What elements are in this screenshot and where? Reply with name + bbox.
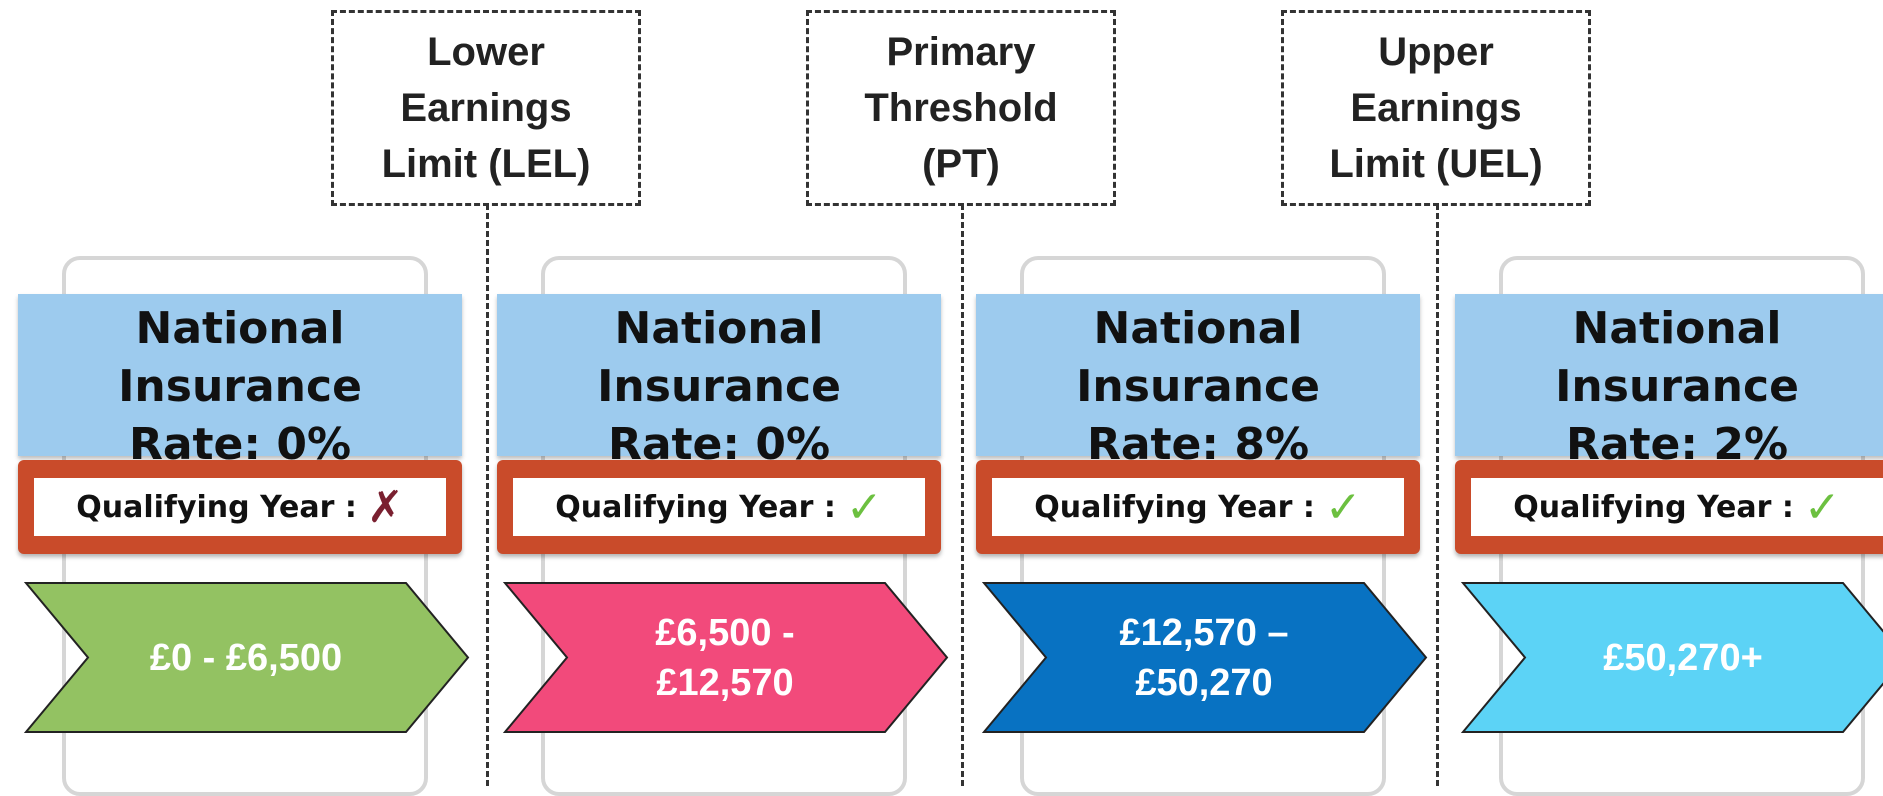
title: National Insurance bbox=[597, 303, 841, 412]
band-arrow bbox=[1460, 582, 1883, 733]
threshold-box: Upper Earnings Limit (UEL) bbox=[1281, 10, 1591, 206]
qualifying-mark: ✓ bbox=[1324, 481, 1362, 533]
threshold-line bbox=[486, 204, 489, 786]
band-label: £12,570 – £50,270 bbox=[1119, 611, 1289, 704]
title: National Insurance bbox=[1076, 303, 1320, 412]
qualifying-mark: ✓ bbox=[1803, 481, 1841, 533]
qualifying-mark: ✓ bbox=[845, 481, 883, 533]
band-arrow bbox=[502, 582, 949, 733]
band-arrow bbox=[23, 582, 470, 733]
band-label: £50,270+ bbox=[1603, 636, 1763, 679]
threshold-line bbox=[1436, 204, 1439, 786]
title: National Insurance bbox=[118, 303, 362, 412]
band-label: £6,500 - £12,570 bbox=[655, 611, 795, 704]
qualifying-box: Qualifying Year : ✗ bbox=[34, 478, 446, 536]
qualifying-label: Qualifying Year : bbox=[76, 489, 357, 525]
threshold-line bbox=[961, 204, 964, 786]
qualifying-label: Qualifying Year : bbox=[1034, 489, 1315, 525]
qualifying-box: Qualifying Year : ✓ bbox=[513, 478, 925, 536]
qualifying-box: Qualifying Year : ✓ bbox=[992, 478, 1404, 536]
band-label: £0 - £6,500 bbox=[149, 636, 343, 679]
qualifying-box: Qualifying Year : ✓ bbox=[1471, 478, 1883, 536]
qualifying-label: Qualifying Year : bbox=[555, 489, 836, 525]
threshold-box: Lower Earnings Limit (LEL) bbox=[331, 10, 641, 206]
rate-header: National Insurance Rate: 0% bbox=[497, 294, 941, 470]
threshold-box: Primary Threshold (PT) bbox=[806, 10, 1116, 206]
qualifying-label: Qualifying Year : bbox=[1513, 489, 1794, 525]
title: National Insurance bbox=[1555, 303, 1799, 412]
band-arrow bbox=[981, 582, 1428, 733]
qualifying-mark: ✗ bbox=[366, 481, 404, 533]
